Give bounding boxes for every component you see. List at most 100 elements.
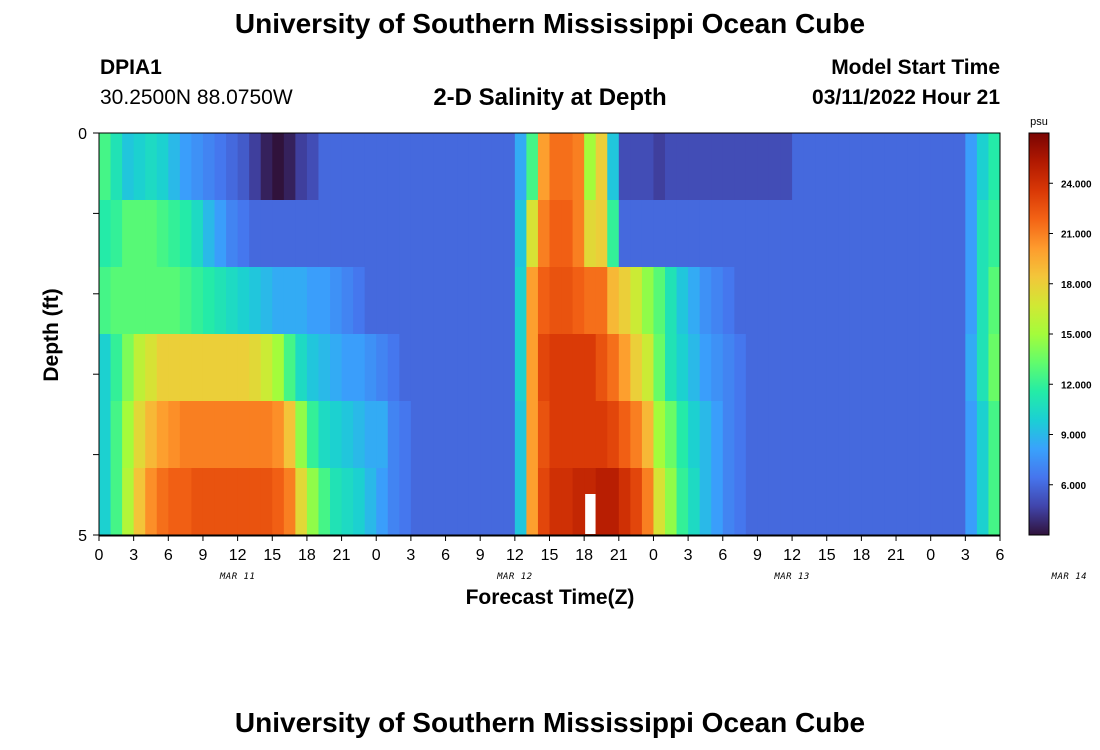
heatmap-cell — [491, 200, 504, 268]
heatmap-cell — [572, 334, 585, 402]
x-tick-label: 0 — [649, 547, 658, 564]
heatmap-cell — [803, 468, 816, 536]
heatmap-cell — [988, 468, 1000, 536]
heatmap-cell — [734, 200, 747, 268]
heatmap-cell — [272, 401, 285, 469]
heatmap-cell — [688, 133, 701, 201]
heatmap-cell — [503, 133, 516, 201]
heatmap-cell — [607, 133, 620, 201]
heatmap-cell — [907, 200, 920, 268]
heatmap-cell — [249, 401, 262, 469]
heatmap-cell — [514, 133, 527, 201]
heatmap-cell — [549, 401, 562, 469]
heatmap-cell — [953, 468, 966, 536]
heatmap-cell — [896, 334, 909, 402]
heatmap-cell — [780, 133, 793, 201]
heatmap-cell — [884, 334, 897, 402]
heatmap-cell — [318, 468, 331, 536]
heatmap-cell — [295, 133, 308, 201]
heatmap-cell — [618, 468, 631, 536]
heatmap-cell — [480, 334, 493, 402]
heatmap-cell — [376, 334, 389, 402]
x-axis-label: Forecast Time(Z) — [466, 586, 635, 609]
heatmap-cell — [491, 468, 504, 536]
heatmap-cell — [595, 133, 608, 201]
x-tick-label: 15 — [818, 547, 836, 564]
heatmap-cell — [168, 401, 181, 469]
heatmap-cell — [272, 468, 285, 536]
heatmap-cell — [861, 200, 874, 268]
heatmap-cell — [468, 334, 481, 402]
heatmap-cell — [202, 267, 216, 335]
x-tick-label: 15 — [541, 547, 559, 564]
heatmap-cell — [179, 468, 193, 536]
footer-title: University of Southern Mississippi Ocean… — [234, 707, 866, 738]
heatmap-cell — [214, 200, 227, 268]
heatmap-cell — [849, 401, 862, 469]
heatmap-cell — [237, 468, 250, 536]
date-label: MAR 12 — [496, 572, 533, 582]
heatmap-cell — [803, 334, 816, 402]
heatmap-cell — [884, 401, 897, 469]
heatmap-cell — [514, 401, 527, 469]
heatmap-cell — [410, 468, 424, 536]
heatmap-cell — [838, 468, 851, 536]
heatmap-cell — [907, 267, 920, 335]
heatmap-cell — [653, 267, 666, 335]
heatmap-cell — [815, 133, 828, 201]
heatmap-cell — [330, 468, 343, 536]
x-tick-label: 9 — [476, 547, 485, 564]
heatmap-cell — [272, 334, 285, 402]
heatmap-cell — [122, 133, 135, 201]
heatmap-cell — [122, 200, 135, 268]
heatmap-cell — [226, 133, 239, 201]
heatmap-cell — [537, 468, 551, 536]
heatmap-cell — [260, 267, 273, 335]
heatmap-cell — [168, 334, 181, 402]
heatmap-cell — [561, 267, 574, 335]
heatmap-cell — [665, 334, 678, 402]
heatmap-cell — [826, 334, 839, 402]
heatmap-cell — [676, 468, 689, 536]
heatmap-cell — [353, 200, 366, 268]
heatmap-cell — [387, 200, 400, 268]
heatmap-cell — [618, 200, 631, 268]
heatmap-cell — [884, 200, 897, 268]
heatmap-cell — [630, 334, 643, 402]
heatmap-cell — [953, 200, 966, 268]
heatmap-cell — [711, 334, 724, 402]
heatmap-cell — [665, 401, 678, 469]
x-tick-label: 9 — [753, 547, 762, 564]
heatmap-cell — [306, 200, 320, 268]
heatmap-cell — [884, 133, 897, 201]
heatmap-cell — [491, 401, 504, 469]
heatmap-cell — [491, 133, 504, 201]
heatmap-cell — [99, 267, 112, 335]
heatmap-cell — [214, 468, 227, 536]
heatmap-cell — [260, 401, 273, 469]
heatmap-cell — [688, 401, 701, 469]
date-label: MAR 11 — [219, 572, 256, 582]
heatmap-cell — [734, 267, 747, 335]
heatmap-cell — [237, 334, 250, 402]
heatmap-cell — [757, 334, 770, 402]
heatmap-cell — [110, 468, 123, 536]
heatmap-cell — [399, 133, 412, 201]
station-id: DPIA1 — [100, 56, 162, 79]
heatmap-cell — [399, 334, 412, 402]
heatmap-cell — [907, 401, 920, 469]
heatmap-cell — [676, 334, 689, 402]
heatmap-cell — [919, 468, 932, 536]
heatmap-cell — [976, 468, 990, 536]
heatmap-cell — [838, 334, 851, 402]
x-tick-label: 12 — [229, 547, 247, 564]
heatmap-cell — [757, 133, 770, 201]
heatmap-cell — [537, 133, 551, 201]
heatmap-cell — [468, 133, 481, 201]
heatmap-cell — [988, 133, 1000, 201]
heatmap-cell — [410, 334, 424, 402]
heatmap-cell — [665, 267, 678, 335]
heatmap-cell — [595, 200, 608, 268]
heatmap-cell — [907, 468, 920, 536]
